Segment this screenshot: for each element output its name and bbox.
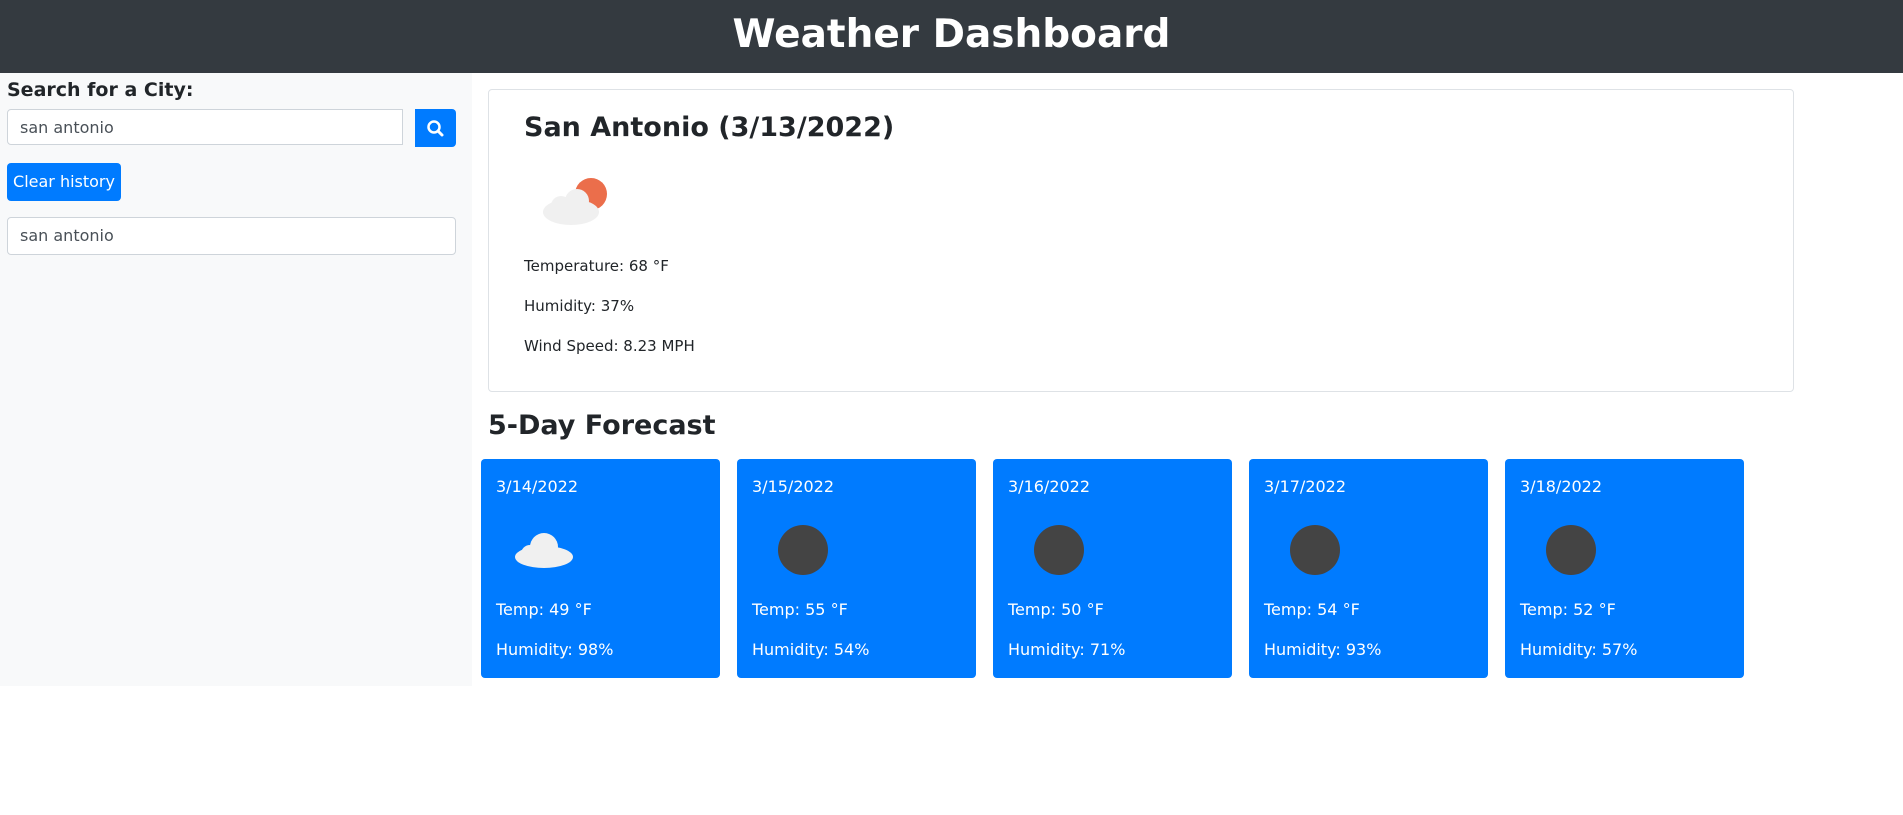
forecast-card: 3/18/2022 Temp: 52 °F Humidity: 57%: [1505, 459, 1744, 678]
weather-icon: [1546, 525, 1596, 575]
forecast-card: 3/16/2022 Temp: 50 °F Humidity: 71%: [993, 459, 1232, 678]
forecast-date: 3/15/2022: [752, 477, 835, 496]
forecast-date: 3/17/2022: [1264, 477, 1347, 496]
header: Weather Dashboard: [0, 0, 1903, 73]
forecast-card: 3/14/2022 Temp: 49 °F Humidity: 98%: [481, 459, 720, 678]
forecast-humidity: Humidity: 57%: [1520, 640, 1638, 659]
temperature: Temperature: 68 °F: [524, 257, 669, 275]
history-item[interactable]: san antonio: [7, 217, 456, 255]
forecast-humidity: Humidity: 71%: [1008, 640, 1126, 659]
weather-icon: [1290, 525, 1340, 575]
wind-speed: Wind Speed: 8.23 MPH: [524, 337, 695, 355]
city-title: San Antonio (3/13/2022): [524, 112, 895, 143]
forecast-humidity: Humidity: 98%: [496, 640, 614, 659]
search-icon: [427, 120, 444, 137]
search-input[interactable]: san antonio: [7, 109, 403, 145]
forecast-card: 3/15/2022 Temp: 55 °F Humidity: 54%: [737, 459, 976, 678]
forecast-date: 3/18/2022: [1520, 477, 1603, 496]
forecast-card: 3/17/2022 Temp: 54 °F Humidity: 93%: [1249, 459, 1488, 678]
forecast-date: 3/16/2022: [1008, 477, 1091, 496]
forecast-humidity: Humidity: 54%: [752, 640, 870, 659]
humidity: Humidity: 37%: [524, 297, 635, 315]
forecast-temp: Temp: 50 °F: [1008, 600, 1104, 619]
clear-history-button[interactable]: Clear history: [7, 163, 121, 201]
forecast-temp: Temp: 54 °F: [1264, 600, 1360, 619]
forecast-temp: Temp: 49 °F: [496, 600, 592, 619]
sidebar: Search for a City: san antonio Clear his…: [0, 73, 472, 686]
forecast-temp: Temp: 55 °F: [752, 600, 848, 619]
search-button[interactable]: [415, 109, 456, 147]
weather-icon: [778, 525, 828, 575]
page-title: Weather Dashboard: [732, 12, 1171, 57]
weather-icon: [543, 178, 607, 225]
forecast-date: 3/14/2022: [496, 477, 579, 496]
weather-icon: [1034, 525, 1084, 575]
current-weather: San Antonio (3/13/2022) Temperature: 68 …: [488, 89, 1794, 392]
weather-icon: [515, 533, 573, 568]
search-label: Search for a City:: [7, 79, 194, 101]
forecast-temp: Temp: 52 °F: [1520, 600, 1616, 619]
forecast-title: 5-Day Forecast: [488, 410, 716, 441]
forecast-humidity: Humidity: 93%: [1264, 640, 1382, 659]
